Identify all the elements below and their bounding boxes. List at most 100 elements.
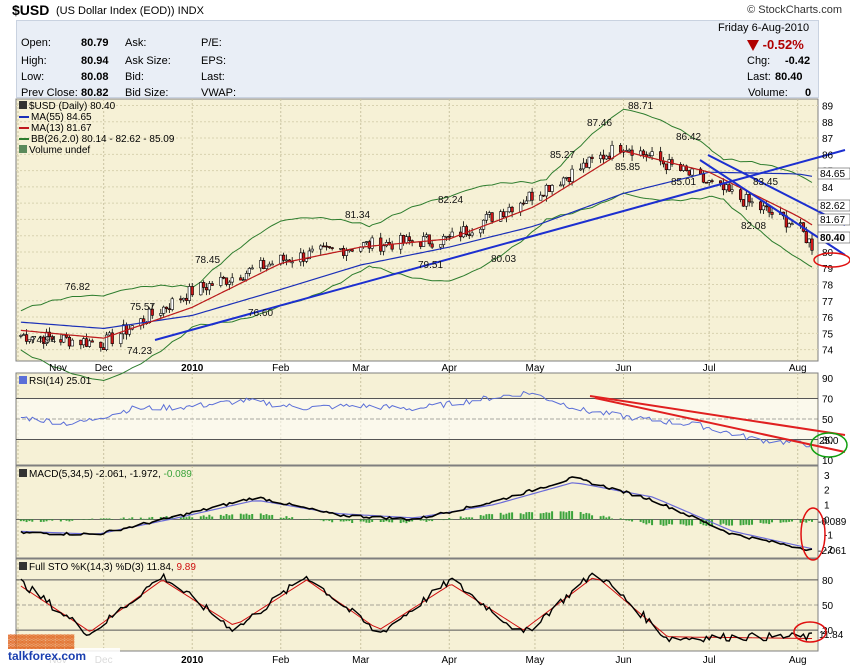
candle-body [664, 163, 668, 170]
candle-body [530, 191, 534, 201]
macd-value-label: -2.061 [818, 546, 847, 557]
candle-body [584, 162, 588, 168]
candle-body [404, 236, 409, 244]
highlight-circles [793, 252, 850, 643]
candle-body [47, 331, 52, 337]
candle-body [327, 246, 331, 248]
macd-hist-bar [31, 519, 34, 522]
macd-hist-bar [405, 519, 408, 524]
ask-size-label: Ask Size: [125, 55, 171, 67]
macd-hist-bar [639, 519, 642, 522]
macd-panel [15, 465, 819, 559]
candle-body [599, 154, 603, 160]
symbol-title: $USD [12, 2, 50, 18]
macd-hist-bar [599, 516, 602, 520]
macd-hist-bar [699, 519, 702, 524]
candle-body [441, 236, 446, 245]
price-label-box [817, 167, 850, 180]
price-annotation: 88.71 [628, 101, 653, 112]
candle-body [102, 347, 106, 350]
macd-hist-bar [468, 517, 471, 520]
candle-body [407, 236, 411, 241]
macd-hist-bar [539, 513, 542, 520]
candle-body [750, 201, 754, 204]
price-annotation: 80.03 [491, 254, 516, 265]
macd-hist-bar [285, 516, 288, 520]
candle-body [490, 212, 494, 222]
macd-hist-bar [91, 518, 94, 520]
macd-hist-bar [311, 519, 314, 520]
macd-hist-bar [199, 516, 202, 520]
price-annotation: 81.34 [345, 210, 370, 221]
macd-hist-bar [228, 515, 231, 520]
candle-body [390, 243, 394, 250]
sto-d-line [20, 577, 812, 639]
candle-body [179, 298, 183, 301]
macd-hist-bar [562, 511, 565, 520]
macd-hist-bar [448, 517, 451, 520]
sto-legend-text: Full STO %K(14,3) %D(3) 11.84, [29, 562, 177, 573]
price-annotation: 83.45 [753, 177, 778, 188]
macd-hist-bar [65, 519, 68, 521]
candle-body [647, 155, 651, 158]
macd-hist-bar [799, 519, 802, 523]
macd-hist-bar [505, 513, 508, 520]
macd-hist-bar [719, 519, 722, 525]
svg-text:▓▓▓▓▓▓▓: ▓▓▓▓▓▓▓ [8, 633, 75, 649]
credit-label[interactable]: © StockCharts.com [747, 4, 842, 16]
legend-ma55: MA(55) 84.65 [19, 112, 174, 123]
macd-hist-bar [722, 519, 725, 524]
month-label-bottom: 2010 [181, 655, 204, 666]
macd-hist-bar [582, 513, 585, 520]
candle-body [650, 151, 654, 156]
price-tick-label: 76 [822, 313, 834, 324]
month-label-top: May [526, 363, 545, 374]
candle-body [790, 223, 794, 225]
rsi-tick-label: 70 [822, 395, 834, 406]
macd-hist-bar [762, 519, 765, 524]
quote-date: Friday 6-Aug-2010 [718, 22, 810, 34]
macd-hist-bar [545, 512, 548, 520]
macd-legend: MACD(5,34,5) -2.061, -1.972, -0.089 [19, 469, 192, 480]
macd-hist-bar [305, 519, 308, 520]
candle-body [290, 261, 294, 264]
main-legend: $USD (Daily) 80.40 MA(55) 84.65 MA(13) 8… [19, 101, 174, 156]
candle-body [619, 144, 623, 153]
candle-body [344, 250, 349, 256]
month-label-top: Aug [789, 363, 807, 374]
candle-body [427, 234, 431, 245]
legend-volume: Volume undef [19, 145, 174, 156]
candle-body [44, 331, 49, 344]
candle-body [527, 191, 531, 202]
macd-hist-bar [71, 519, 74, 521]
macd-hist-bar [479, 515, 482, 520]
candle-body [284, 259, 289, 262]
candle-body [567, 177, 571, 182]
candle-body [610, 144, 614, 159]
macd-hist-bar [708, 519, 711, 526]
macd-hist-bar [268, 515, 271, 520]
macd-hist-bar [388, 519, 391, 523]
price-annotation: 85.85 [615, 162, 640, 173]
candle-body [259, 260, 263, 269]
macd-hist-bar [439, 519, 442, 520]
macd-hist-bar [451, 518, 454, 520]
candle-body [282, 254, 286, 261]
price-marker-label: 82.62 [820, 201, 845, 212]
pct-change-value: -0.52% [762, 37, 804, 52]
macd-hist-bar [402, 519, 405, 523]
candle-body [521, 202, 526, 205]
candle-body [467, 234, 471, 236]
candle-body [370, 237, 374, 249]
site-logo: ▓▓▓▓▓▓▓ talkforex.com [4, 626, 124, 664]
macd-hist-bar [79, 519, 82, 520]
month-label-top: Jun [615, 363, 631, 374]
macd-hist-bar [622, 519, 625, 520]
macd-hist-bar [491, 514, 494, 520]
sto-legend: Full STO %K(14,3) %D(3) 11.84, 9.89 [19, 562, 196, 573]
legend-ma13-text: MA(13) 81.67 [31, 123, 92, 134]
macd-hist-bar [348, 519, 351, 522]
candle-body [470, 232, 474, 236]
macd-hist-bar [768, 519, 771, 525]
